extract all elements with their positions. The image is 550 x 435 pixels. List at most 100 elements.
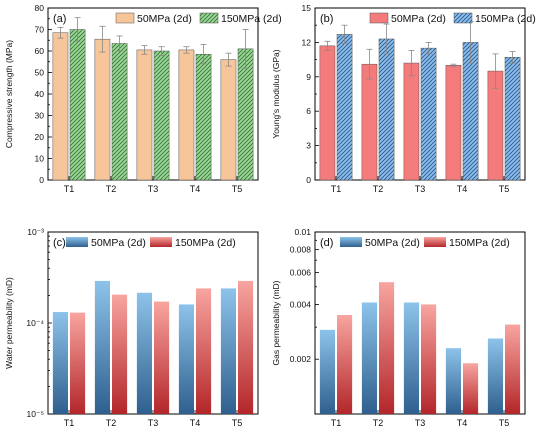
bar-150mpa — [69, 29, 86, 181]
bar-50mpa — [403, 62, 420, 181]
bar-50mpa — [403, 302, 419, 414]
y-tick-label: 10⁻⁴ — [26, 318, 44, 328]
bar-150mpa — [336, 34, 353, 181]
x-tick-label: T1 — [331, 418, 342, 428]
legend-label: 50MPa (2d) — [391, 13, 446, 25]
x-tick-label: T1 — [64, 184, 75, 194]
bar-50mpa — [94, 38, 111, 181]
legend-label: 150MPa (2d) — [475, 13, 536, 25]
bar-150mpa — [154, 301, 170, 414]
bar-150mpa — [238, 280, 254, 414]
bar-150mpa — [112, 294, 128, 414]
panel-label: (a) — [53, 13, 66, 25]
bar-50mpa — [136, 49, 153, 181]
y-tick-label: 10⁻³ — [27, 227, 44, 237]
y-tick-label: 3 — [306, 141, 311, 151]
chart-panel-b: 0 3 6 9 12 15 Young's modulus (GPa) (b) T1 T2 T3 T4… — [271, 3, 536, 194]
y-tick-label: 12 — [302, 37, 312, 47]
x-tick-label: T4 — [190, 418, 201, 428]
bar-50mpa — [319, 45, 336, 181]
bar-150mpa — [504, 57, 521, 181]
bar-50mpa — [361, 302, 377, 414]
x-tick-label: T5 — [232, 184, 243, 194]
panel-label: (c) — [53, 237, 66, 249]
x-tick-label: T4 — [190, 184, 201, 194]
y-axis-title: Water permeability (mD) — [4, 277, 14, 369]
y-tick-label: 50 — [35, 68, 45, 78]
y-tick-label: 0.002 — [290, 354, 312, 364]
x-tick-label: T2 — [106, 184, 117, 194]
y-tick-label: 0.004 — [290, 299, 312, 309]
bar-50mpa — [178, 49, 195, 181]
x-tick-label: T2 — [373, 418, 384, 428]
x-tick-label: T3 — [148, 184, 159, 194]
y-tick-label: 10 — [35, 154, 45, 164]
panel-label: (d) — [320, 237, 333, 249]
legend-swatch — [199, 12, 219, 24]
bar-150mpa — [463, 363, 479, 414]
y-tick-label: 60 — [35, 46, 45, 56]
y-axis-title: Young's modulus (GPa) — [271, 49, 281, 138]
y-tick-label: 80 — [35, 3, 45, 13]
bar-50mpa — [178, 304, 194, 414]
bar-50mpa — [220, 59, 237, 181]
bar-50mpa — [361, 63, 378, 181]
legend-label: 150MPa (2d) — [175, 237, 236, 249]
chart-panel-a: 0 10 20 30 40 50 60 70 80 Compressive strength (M… — [4, 3, 282, 194]
panel-label: (b) — [320, 13, 333, 25]
bar-50mpa — [94, 280, 110, 414]
y-axis-title: Gas permeability (mD) — [271, 280, 281, 365]
y-tick-label: 30 — [35, 111, 45, 121]
legend-swatch — [340, 237, 362, 247]
bar-50mpa — [445, 65, 462, 181]
bar-150mpa — [378, 38, 395, 181]
bar-50mpa — [445, 348, 461, 414]
x-tick-label: T3 — [415, 184, 426, 194]
y-tick-label: 0 — [39, 175, 44, 185]
bar-50mpa — [220, 288, 236, 414]
y-tick-label: 70 — [35, 25, 45, 35]
bar-150mpa — [153, 50, 170, 181]
bar-150mpa — [421, 304, 437, 414]
legend-swatch — [115, 12, 135, 24]
legend-label: 50MPa (2d) — [137, 13, 192, 25]
y-tick-label: 40 — [35, 89, 45, 99]
legend-swatch — [66, 237, 88, 247]
x-tick-label: T5 — [499, 418, 510, 428]
x-tick-label: T5 — [232, 418, 243, 428]
bar-150mpa — [379, 282, 395, 414]
bar-50mpa — [52, 32, 69, 181]
legend-swatch — [424, 237, 446, 247]
x-tick-label: T2 — [373, 184, 384, 194]
x-tick-label: T3 — [148, 418, 159, 428]
y-tick-label: 0.01 — [294, 227, 311, 237]
bar-150mpa — [505, 324, 521, 414]
bar-150mpa — [111, 43, 128, 181]
y-tick-label: 6 — [306, 106, 311, 116]
x-tick-label: T1 — [331, 184, 342, 194]
legend-label: 50MPa (2d) — [365, 237, 420, 249]
legend-label: 150MPa (2d) — [221, 13, 282, 25]
x-tick-label: T2 — [106, 418, 117, 428]
bar-50mpa — [487, 338, 503, 414]
y-tick-label: 0 — [306, 175, 311, 185]
legend-label: 150MPa (2d) — [449, 237, 510, 249]
y-tick-label: 0.006 — [290, 267, 312, 277]
bar-150mpa — [70, 312, 86, 414]
x-tick-label: T1 — [64, 418, 75, 428]
bar-50mpa — [319, 329, 335, 414]
legend-label: 50MPa (2d) — [91, 237, 146, 249]
legend-swatch — [453, 12, 473, 24]
x-tick-label: T3 — [415, 418, 426, 428]
bar-150mpa — [196, 288, 212, 414]
x-tick-label: T4 — [457, 184, 468, 194]
y-axis-title: Compressive strength (MPa) — [4, 40, 14, 148]
legend-swatch — [369, 12, 389, 24]
bar-50mpa — [136, 292, 152, 414]
chart-panel-c: 10⁻⁵ 10⁻⁴ 10⁻³ Water permeability (mD) (c) T1… — [4, 227, 259, 428]
x-tick-label: T5 — [499, 184, 510, 194]
bar-150mpa — [337, 314, 353, 414]
bar-150mpa — [195, 53, 212, 181]
